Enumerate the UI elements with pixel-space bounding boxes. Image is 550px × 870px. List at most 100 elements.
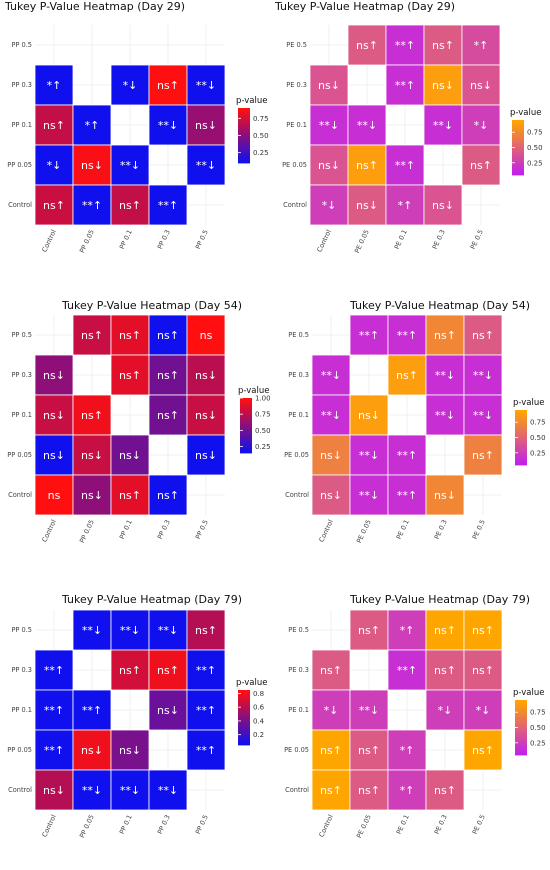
legend-gradient-band: [515, 705, 527, 708]
legend-gradient-band: [240, 410, 252, 414]
legend-gradient-band: [515, 459, 527, 462]
cell-label: ns↑: [472, 624, 494, 637]
cell-label: **↑: [397, 329, 417, 342]
heatmap-panel-3: Tukey P-Value Heatmap (Day 54) ns↑ ns↑ ns↑ n…: [7, 299, 270, 544]
cell-label: **↑: [395, 39, 415, 52]
legend-gradient-band: [515, 463, 527, 466]
cell-label: ns↑: [157, 409, 179, 422]
legend-gradient-band: [240, 436, 252, 439]
heatmap-cell: [387, 609, 427, 651]
heatmap-cell: [461, 144, 501, 186]
cell-label: ns↑: [470, 159, 492, 172]
heatmap-cell: [148, 474, 188, 516]
cell-label: **↑: [44, 664, 64, 677]
cell-label: ns: [200, 329, 213, 342]
legend-gradient-band: [515, 701, 527, 705]
legend-gradient-band: [238, 141, 250, 144]
x-tick-label: PP 0.05: [78, 518, 96, 544]
heatmap-cell: [72, 104, 112, 146]
heatmap-cell: [463, 434, 503, 476]
legend-gradient-band: [238, 161, 250, 164]
heatmap-cell: [186, 689, 226, 731]
cell-label: **↑: [44, 744, 64, 757]
x-tick-label: PE 0.3: [433, 518, 449, 540]
cell-label: ns↑: [157, 369, 179, 382]
legend-gradient-band: [238, 695, 250, 698]
legend-gradient-band: [238, 701, 250, 704]
legend-gradient-band: [238, 721, 250, 724]
heatmap-cell: [72, 394, 112, 436]
heatmap-cell: [387, 354, 427, 396]
chart-title: Tukey P-Value Heatmap (Day 54): [61, 299, 242, 312]
y-tick-label: Control: [285, 786, 309, 794]
heatmap-cell: [110, 434, 150, 476]
legend-gradient-band: [240, 423, 252, 426]
cell-label: *↓: [438, 704, 453, 717]
cell-label: *↓: [474, 119, 489, 132]
heatmap-cell: [349, 609, 389, 651]
legend-gradient-band: [238, 135, 250, 138]
legend-gradient-band: [515, 443, 527, 446]
heatmap-cell: [72, 184, 112, 226]
legend-gradient-band: [515, 433, 527, 437]
legend-gradient-band: [238, 704, 250, 707]
cell-label: ns↑: [356, 39, 378, 52]
heatmap-cell: [311, 729, 351, 771]
legend-gradient-band: [240, 398, 252, 401]
legend-title: p-value: [513, 688, 544, 698]
legend-tick-label: 0.25: [530, 739, 546, 747]
legend-gradient-band: [240, 409, 252, 412]
y-tick-label: Control: [8, 786, 32, 794]
legend-gradient-band: [238, 719, 250, 722]
cell-label: **↓: [359, 489, 379, 502]
cell-label: *↑: [474, 39, 489, 52]
cell-label: ns↓: [470, 79, 492, 92]
heatmap-cell: [34, 64, 74, 106]
heatmap-cell: [463, 314, 503, 356]
legend-gradient-band: [512, 134, 524, 137]
cell-label: ns↓: [432, 79, 454, 92]
x-tick-label: PP 0.3: [156, 813, 172, 835]
heatmap-cell: [387, 769, 427, 811]
legend-gradient-band: [240, 403, 252, 406]
heatmap-cell: [309, 184, 349, 226]
legend-gradient-band: [512, 136, 524, 139]
heatmap-panel-5: Tukey P-Value Heatmap (Day 79) **↓ **↓ **↓ n…: [7, 593, 267, 839]
legend-gradient-band: [512, 138, 524, 141]
legend-gradient-band: [515, 751, 527, 754]
heatmap-cell: [347, 184, 387, 226]
legend-gradient-band: [238, 126, 250, 129]
cell-label: *↑: [400, 624, 415, 637]
cell-label: ns↓: [43, 449, 65, 462]
legend-gradient-band: [240, 412, 252, 415]
cell-label: ns↑: [320, 664, 342, 677]
chart-title: Tukey P-Value Heatmap (Day 54): [349, 299, 530, 312]
heatmap-cell: [110, 184, 150, 226]
legend-gradient-band: [515, 712, 527, 716]
heatmap-cell: [34, 354, 74, 396]
cell-label: **↓: [82, 784, 102, 797]
legend-gradient-band: [515, 729, 527, 732]
legend-gradient-band: [512, 132, 524, 136]
legend-gradient-band: [512, 140, 524, 143]
cell-label: ns↓: [43, 369, 65, 382]
legend-gradient-band: [238, 153, 250, 157]
y-tick-label: Control: [8, 491, 32, 499]
legend-gradient-band: [240, 442, 252, 445]
cell-label: ns↓: [320, 489, 342, 502]
x-tick-label: PE 0.05: [355, 518, 373, 544]
chart-title: Tukey P-Value Heatmap (Day 29): [4, 0, 185, 13]
legend-gradient-band: [512, 120, 524, 123]
cell-label: ns↓: [43, 784, 65, 797]
legend-gradient-band: [515, 411, 527, 415]
legend-gradient-band: [240, 405, 252, 408]
legend-gradient-band: [515, 461, 527, 464]
legend-gradient-band: [515, 435, 527, 438]
cell-label: ns↑: [43, 199, 65, 212]
heatmap-cell: [148, 609, 188, 651]
legend-gradient-band: [238, 157, 250, 160]
cell-label: ns↑: [358, 744, 380, 757]
cell-label: ns↓: [356, 199, 378, 212]
cell-label: ns↑: [472, 664, 494, 677]
legend-gradient-band: [238, 713, 250, 717]
